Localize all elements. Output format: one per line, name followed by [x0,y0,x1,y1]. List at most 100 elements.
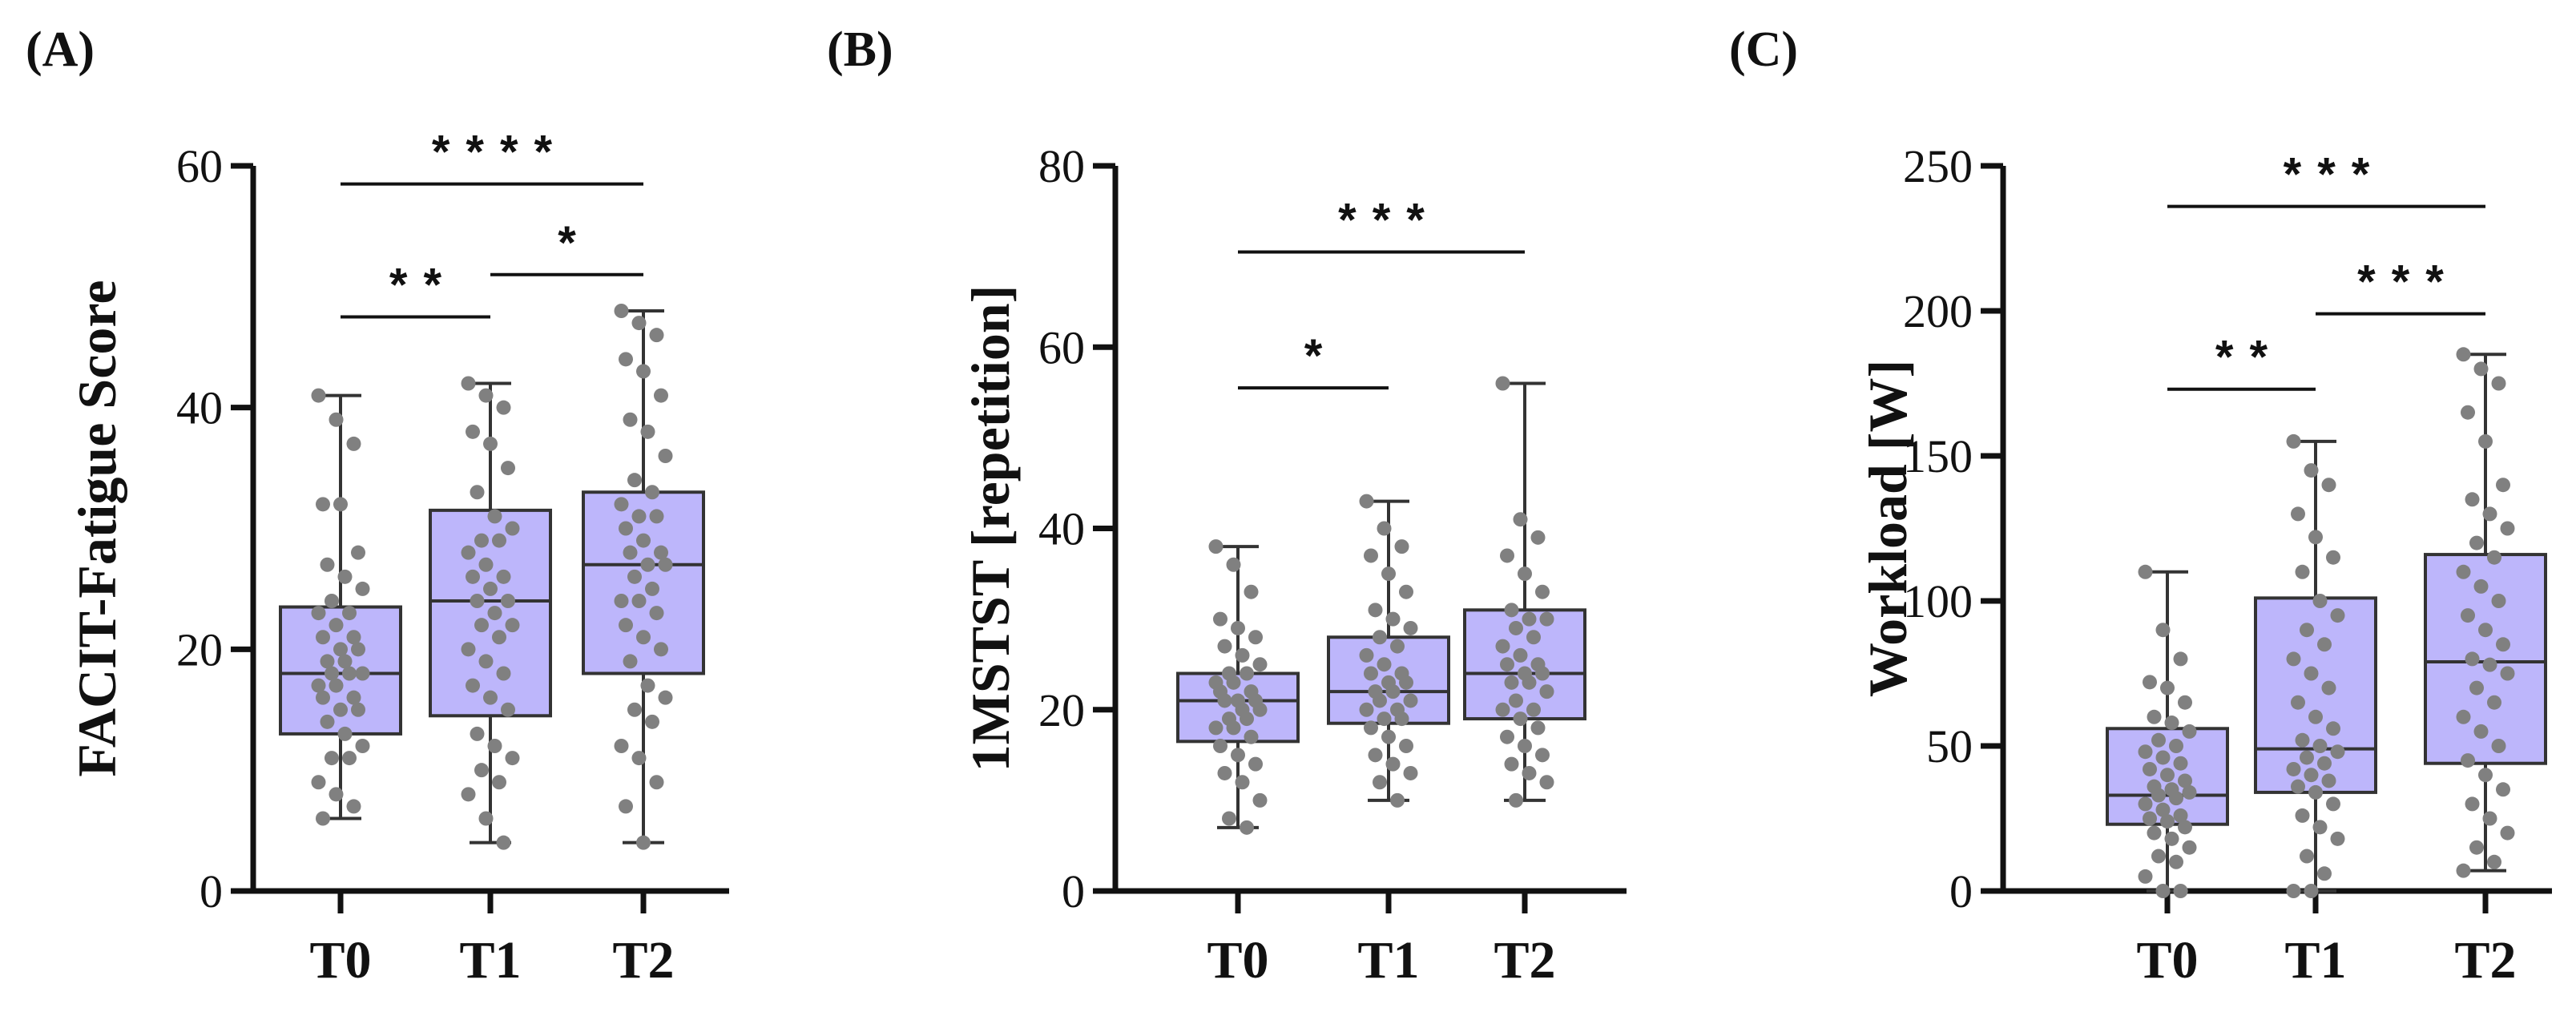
data-point [2160,768,2175,783]
data-point [311,775,326,790]
data-point [1495,702,1510,717]
data-point [2478,768,2493,783]
data-point [2326,796,2340,812]
data-point [333,497,348,512]
data-point [1222,811,1236,826]
data-point [461,545,476,560]
data-point [2326,550,2340,565]
significance-bracket: * [1238,330,1389,390]
data-point [1513,647,1528,663]
data-point [2469,535,2484,550]
data-point [2330,608,2345,623]
data-point [320,654,335,669]
data-point [2138,869,2153,884]
data-point [1240,712,1254,727]
data-point [649,775,664,790]
data-point [2295,732,2310,748]
significance-bracket: ** [341,260,490,319]
data-point [487,606,502,621]
data-point [478,654,494,669]
data-point [1364,720,1378,736]
data-point [623,412,638,427]
data-point [461,787,476,802]
data-point [1368,603,1383,618]
data-point [636,364,651,379]
data-point [1226,557,1241,572]
data-point [1208,720,1223,736]
data-point [2164,716,2179,731]
data-point [320,557,335,572]
data-point [2308,709,2323,724]
data-point [1231,748,1245,763]
data-point [1377,521,1392,536]
data-point [2482,657,2497,672]
data-point [2478,623,2493,638]
data-point [2147,709,2162,724]
data-point [346,690,361,705]
data-point [2160,814,2175,829]
data-point [1530,530,1546,545]
data-point [645,485,659,500]
data-point [501,702,515,717]
y-tick-label: 40 [176,382,223,434]
data-point [2321,773,2336,788]
data-point [355,739,370,753]
data-point [2326,721,2340,736]
data-point [1252,657,1268,672]
data-point [1530,720,1546,736]
data-point [1244,584,1259,599]
data-point [2300,623,2314,638]
y-tick-label: 150 [1903,430,1973,482]
data-point [351,702,365,717]
x-tick-label: T0 [309,931,371,990]
data-point [658,557,673,572]
data-point [1213,739,1228,753]
data-point [2155,884,2171,898]
data-point [1504,603,1519,618]
data-point [2473,579,2489,594]
data-point [355,581,370,596]
data-point [619,352,633,367]
data-point [1217,693,1232,708]
data-point [2178,820,2192,835]
panel-label: (B) [827,22,893,77]
data-point [2295,808,2310,823]
data-point [1390,639,1405,654]
data-point [2291,779,2305,794]
x-tick-label: T1 [459,931,521,990]
data-point [316,811,330,826]
data-point [623,545,638,560]
data-point [2491,739,2506,753]
data-point [614,594,629,608]
box-T1 [1327,494,1450,808]
data-point [1359,647,1374,663]
data-point [333,642,348,657]
data-point [614,304,629,318]
data-point [483,581,498,596]
data-point [1226,720,1241,736]
data-point [333,702,348,717]
data-point [2473,724,2489,739]
data-point [329,618,344,633]
box-T2 [1463,376,1586,808]
data-point [654,388,668,403]
data-point [2304,666,2319,681]
data-point [337,726,353,741]
data-point [2330,744,2345,760]
data-point [631,509,647,524]
data-point [619,521,633,536]
data-point [1217,765,1232,780]
data-point [631,751,647,766]
data-point [2286,651,2301,667]
data-point [311,388,326,403]
data-point [2482,506,2497,522]
data-point [2461,753,2475,768]
data-point [2147,825,2162,841]
data-point [2321,680,2336,695]
data-point [1495,376,1510,391]
box-iqr [2254,596,2377,794]
data-point [337,654,353,669]
data-point [492,533,506,548]
data-point [2173,884,2188,898]
